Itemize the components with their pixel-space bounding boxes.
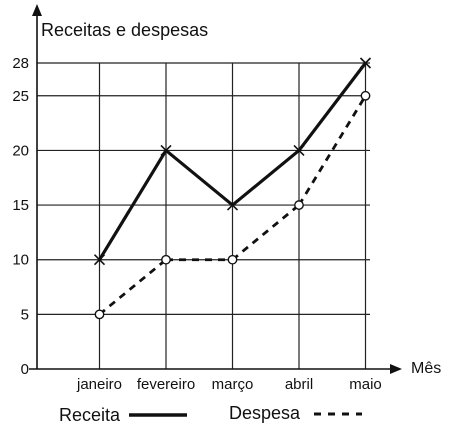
y-tick-label: 10 <box>12 252 29 269</box>
legend: Receita Despesa <box>59 403 362 425</box>
line-segment-receita <box>297 62 367 152</box>
point-mark <box>160 144 172 156</box>
axes: Receitas e despesas Mês <box>29 4 441 377</box>
y-axis-label: Receitas e despesas <box>41 20 208 40</box>
x-tick-label: março <box>212 376 254 393</box>
y-tick-label: 28 <box>12 55 29 72</box>
point-mark <box>293 144 305 156</box>
legend-label-receita: Receita <box>59 405 121 425</box>
y-tick-label: 20 <box>12 142 29 159</box>
point-receita <box>160 144 172 156</box>
x-tick-label: abril <box>285 376 313 393</box>
point-receita <box>293 144 305 156</box>
point-receita <box>93 254 106 266</box>
point-receita <box>359 57 372 69</box>
line-segment-receita <box>231 149 301 207</box>
grid <box>37 62 370 369</box>
y-tick-label: 5 <box>21 306 29 323</box>
point-despesa <box>360 90 371 101</box>
legend-label-despesa: Despesa <box>229 403 301 423</box>
point-despesa <box>161 254 171 265</box>
line-segment-despesa <box>98 258 167 316</box>
x-tick-label: janeiro <box>76 376 122 393</box>
y-axis-arrow-icon <box>32 4 42 16</box>
x-axis-label: Mês <box>411 360 441 377</box>
x-tick-labels: janeiro fevereiro março abril maio <box>76 376 382 393</box>
point-mark <box>93 254 106 266</box>
line-segment-receita <box>98 149 168 261</box>
point-despesa <box>94 309 105 320</box>
y-tick-label: 0 <box>21 361 29 378</box>
x-tick-label: maio <box>349 376 382 393</box>
x-tick-label: fevereiro <box>137 376 195 393</box>
point-mark <box>359 57 372 69</box>
line-segment-receita <box>164 149 234 207</box>
y-tick-labels: 0 5 10 15 20 25 28 <box>12 55 29 378</box>
y-tick-label: 25 <box>12 88 29 105</box>
point-despesa <box>227 254 238 265</box>
point-despesa <box>294 200 304 210</box>
line-segment-despesa <box>231 203 300 261</box>
series <box>93 57 372 320</box>
y-tick-label: 15 <box>12 197 29 214</box>
x-axis-arrow-icon <box>390 364 402 374</box>
line-segment-despesa <box>297 95 367 206</box>
point-mark <box>226 199 239 211</box>
point-receita <box>226 199 239 211</box>
